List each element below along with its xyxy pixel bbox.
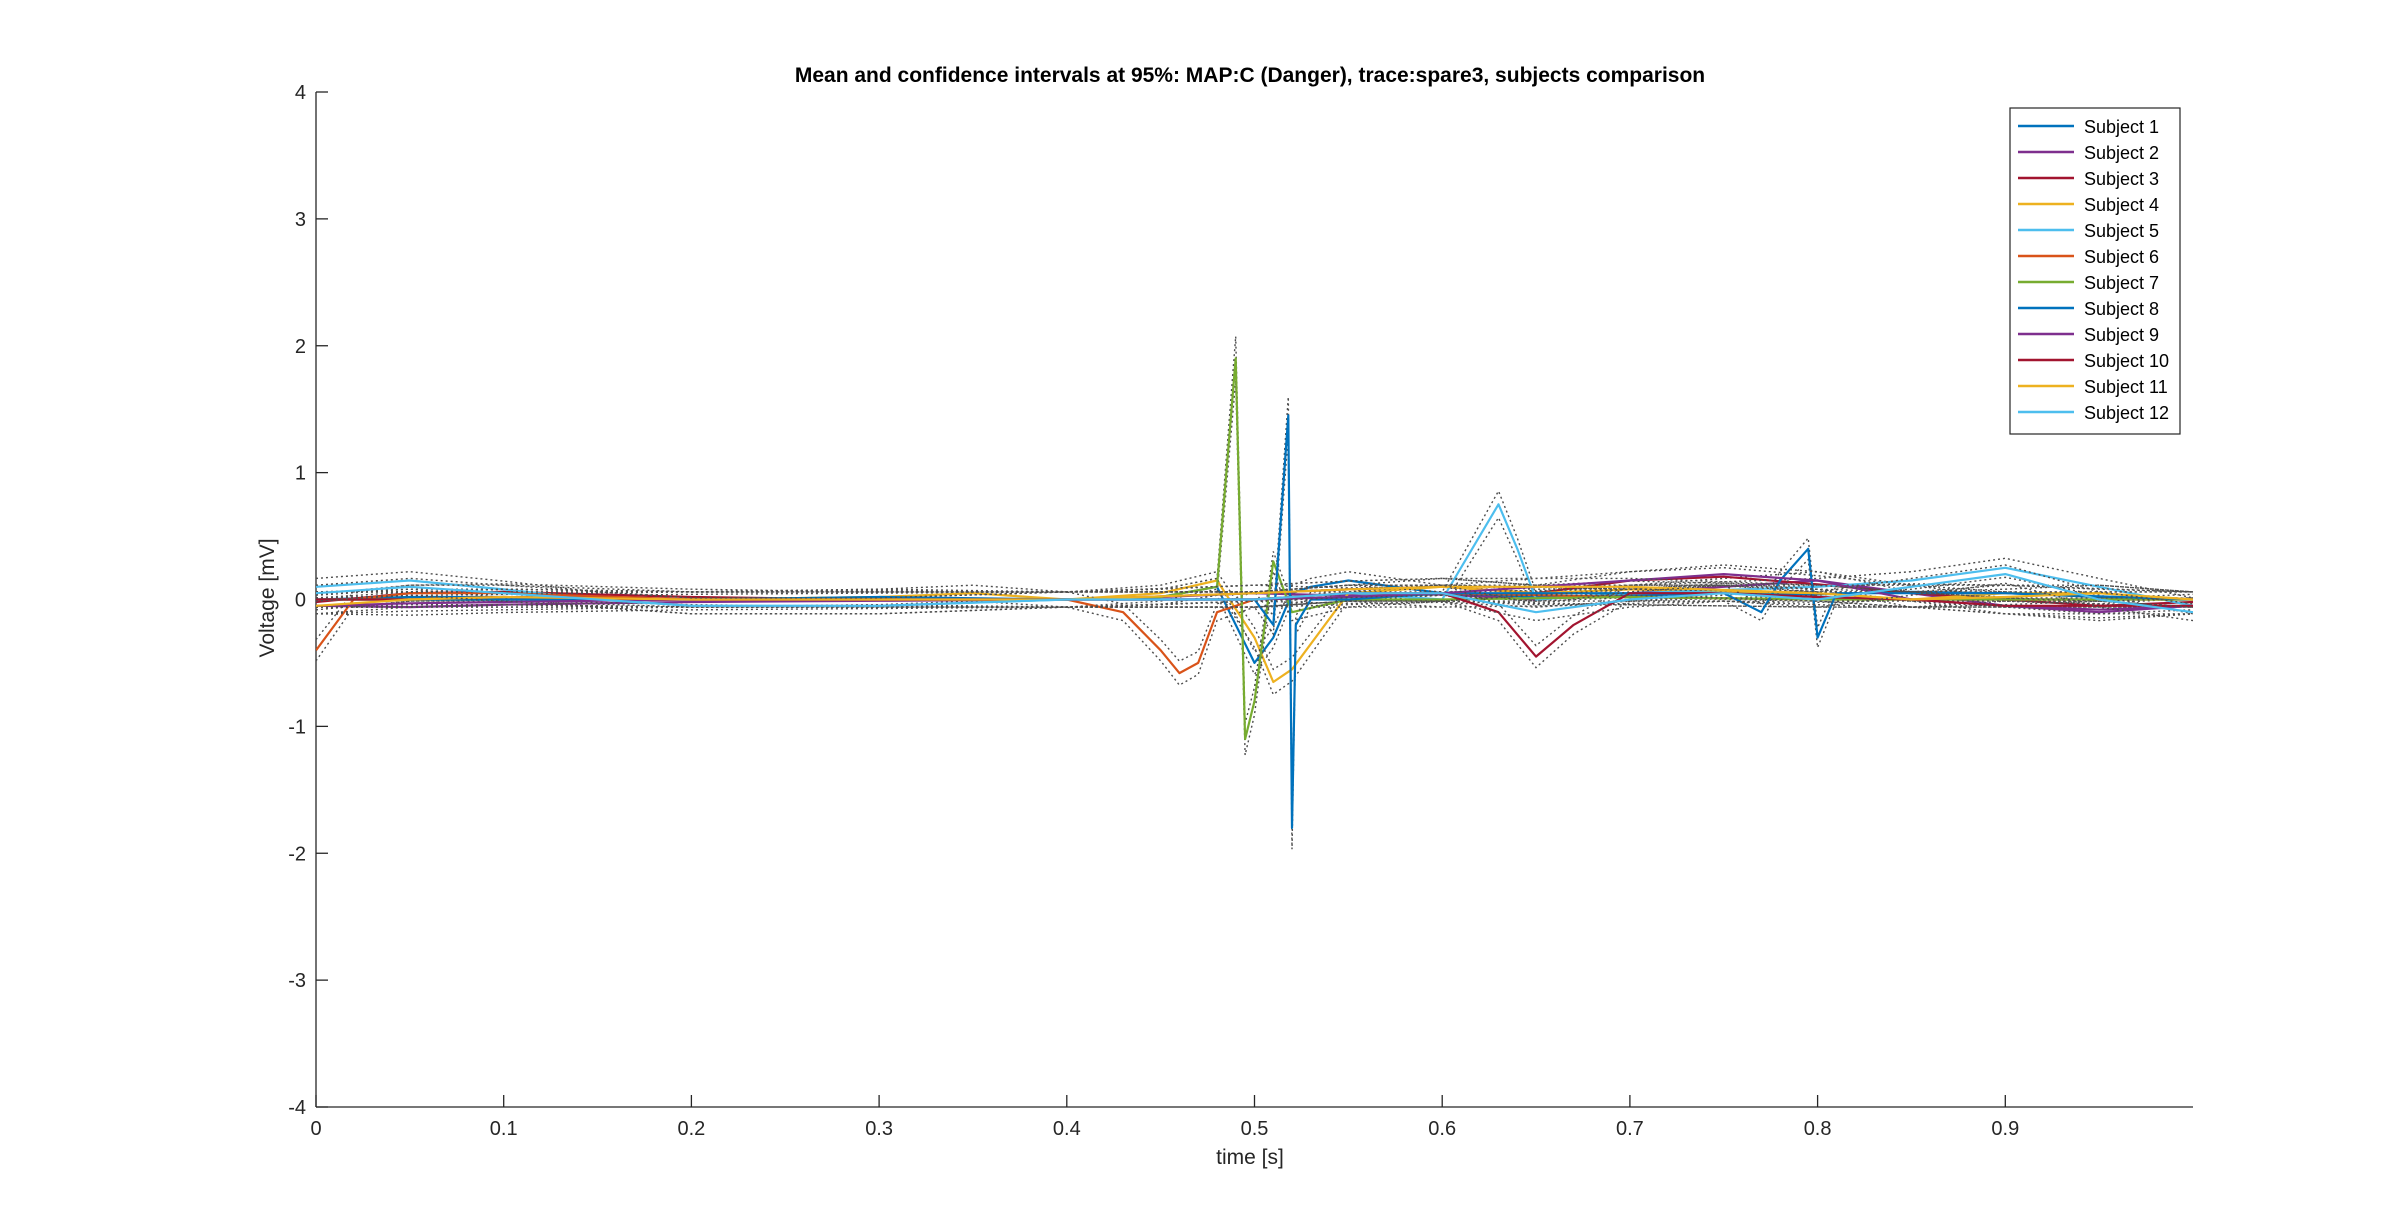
legend-entry: Subject 7 xyxy=(2084,273,2159,293)
x-tick-label: 0.9 xyxy=(1991,1118,2019,1140)
y-tick-label: 3 xyxy=(295,209,306,231)
x-tick-label: 0.2 xyxy=(677,1118,705,1140)
confidence-bound-4 xyxy=(316,588,2193,696)
legend-entry: Subject 3 xyxy=(2084,169,2159,189)
y-tick-label: -2 xyxy=(288,843,306,865)
chart-title: Mean and confidence intervals at 95%: MA… xyxy=(795,64,1705,87)
confidence-bound-5 xyxy=(316,489,2193,599)
y-axis-label: Voltage [mV] xyxy=(256,538,279,657)
confidence-bound-8 xyxy=(316,434,2193,850)
confidence-bound-4 xyxy=(316,570,2193,671)
x-tick-label: 0 xyxy=(310,1118,321,1140)
legend-entry: Subject 11 xyxy=(2084,377,2168,397)
y-tick-label: 2 xyxy=(295,336,306,358)
x-tick-label: 0.8 xyxy=(1804,1118,1832,1140)
legend-box xyxy=(2009,107,2181,435)
y-tick-label: -1 xyxy=(288,716,306,738)
x-tick-label: 0.6 xyxy=(1428,1118,1456,1140)
legend-entry: Subject 12 xyxy=(2084,403,2169,423)
legend-entry: Subject 9 xyxy=(2084,325,2159,345)
legend-entry: Subject 10 xyxy=(2084,351,2169,371)
x-axis-label: time [s] xyxy=(1216,1146,1284,1169)
x-tick-label: 0.3 xyxy=(865,1118,893,1140)
y-tick-label: 0 xyxy=(295,590,306,612)
plot-area: 0 0.1 0.2 0.3 0.4 0.5 0.6 0.7 0.8 0.9 -4 -3 -2 -1 0 1 2 3… xyxy=(288,82,2193,1140)
x-tick-label: 0.7 xyxy=(1616,1118,1644,1140)
x-tick-label: 0.4 xyxy=(1053,1118,1081,1140)
series-line-12 xyxy=(316,573,2193,614)
confidence-bound-8 xyxy=(316,396,2193,807)
y-tick-label: 1 xyxy=(295,463,306,485)
legend-entry: Subject 1 xyxy=(2084,117,2159,137)
legend-entry: Subject 6 xyxy=(2084,247,2159,267)
x-tick-label: 0.5 xyxy=(1241,1118,1269,1140)
legend-entry: Subject 4 xyxy=(2084,195,2159,215)
legend: Subject 1 Subject 2 Subject 3 Subject 4 Subj… xyxy=(2009,107,2181,435)
y-tick-label: -4 xyxy=(288,1097,306,1119)
series-group xyxy=(316,336,2193,850)
x-tick-label: 0.1 xyxy=(490,1118,518,1140)
legend-entry: Subject 8 xyxy=(2084,299,2159,319)
y-tick-label: -3 xyxy=(288,970,306,992)
legend-entry: Subject 5 xyxy=(2084,221,2159,241)
legend-entry: Subject 2 xyxy=(2084,143,2159,163)
y-tick-label: 4 xyxy=(295,82,306,104)
